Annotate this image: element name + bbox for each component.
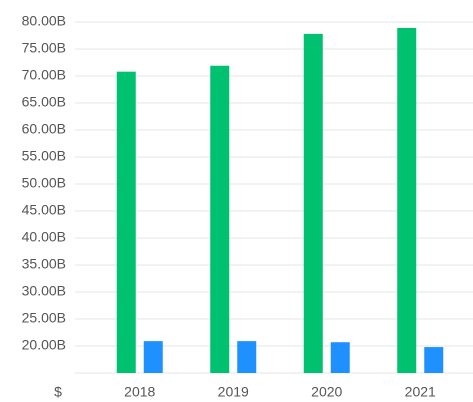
y-tick-label: 25.00B [22,310,66,326]
y-tick-label: 65.00B [22,94,66,110]
bar [210,65,230,374]
axis-unit-label: $ [54,384,62,400]
y-tick-label: 40.00B [22,229,66,245]
bar [143,341,163,373]
y-tick-label: 55.00B [22,148,66,164]
y-tick-label: 75.00B [22,40,66,56]
y-tick-label: 50.00B [22,175,66,191]
y-tick-label: 30.00B [22,283,66,299]
bar [330,342,350,373]
bar [237,341,257,373]
x-tick-label: 2019 [218,384,249,400]
y-tick-label: 80.00B [22,13,66,29]
x-tick-label: 2020 [311,384,342,400]
bar [303,33,323,373]
y-tick-label: 20.00B [22,337,66,353]
bar [397,27,417,373]
x-tick-label: 2021 [405,384,436,400]
y-tick-label: 70.00B [22,67,66,83]
bar [424,347,444,373]
y-tick-label: 60.00B [22,121,66,137]
y-tick-label: 45.00B [22,202,66,218]
bar [116,71,136,374]
x-tick-label: 2018 [124,384,155,400]
y-tick-label: 35.00B [22,256,66,272]
